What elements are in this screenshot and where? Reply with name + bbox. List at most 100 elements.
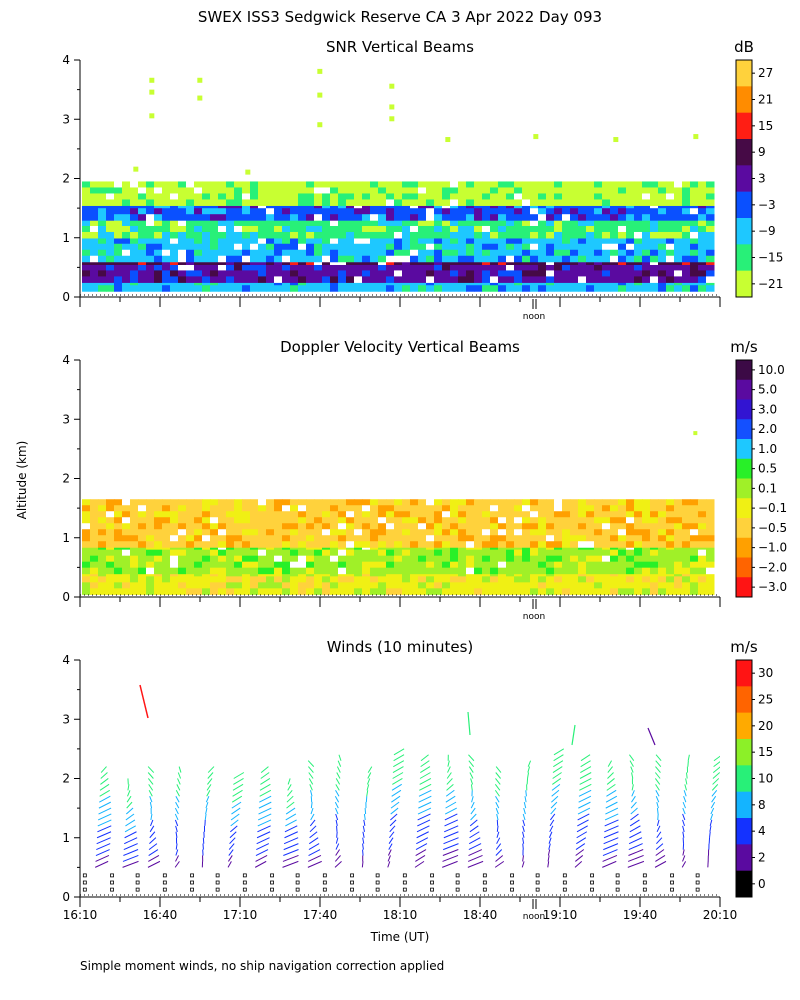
heatmap-cell — [706, 567, 715, 575]
heatmap-cell — [442, 264, 451, 271]
heatmap-cell — [322, 561, 331, 569]
heatmap-cell — [266, 505, 275, 512]
heatmap-cell — [506, 225, 515, 233]
heatmap-cell — [218, 561, 227, 569]
heatmap-cell — [674, 225, 683, 233]
heatmap-cell — [642, 264, 651, 271]
heatmap-cell — [162, 231, 171, 239]
heatmap-cell — [506, 535, 515, 542]
heatmap-cell — [378, 505, 387, 512]
heatmap-cell — [250, 285, 259, 292]
heatmap-cell — [306, 499, 315, 506]
heatmap-cell — [378, 187, 387, 194]
colorbar-segment — [736, 577, 752, 598]
heatmap-cell — [266, 285, 275, 292]
heatmap-cell — [114, 285, 123, 292]
heatmap-cell — [146, 588, 155, 595]
heatmap-cell — [226, 255, 235, 263]
heatmap-cell — [618, 529, 627, 536]
heatmap-cell — [490, 529, 499, 536]
wind-barb — [655, 843, 664, 850]
heatmap-cell — [194, 249, 203, 257]
heatmap-cell — [354, 499, 363, 506]
wind-barb — [230, 819, 239, 827]
heatmap-cell — [586, 249, 595, 257]
heatmap-cell — [290, 499, 299, 506]
heatmap-cell — [586, 285, 595, 292]
heatmap-cell — [538, 264, 547, 271]
heatmap-cell — [282, 511, 291, 518]
wind-barb — [443, 843, 459, 851]
heatmap-cell — [282, 208, 291, 215]
heatmap-cell — [322, 576, 331, 583]
heatmap-cell — [554, 243, 563, 251]
heatmap-cell — [138, 549, 147, 557]
heatmap-cell — [114, 231, 123, 239]
heatmap-cell — [370, 582, 379, 589]
heatmap-cell — [514, 270, 523, 277]
wind-barb — [147, 766, 155, 773]
heatmap-cell — [218, 567, 227, 575]
wind-barb — [283, 837, 299, 845]
heatmap-cell — [634, 561, 643, 569]
heatmap-cell — [706, 187, 715, 194]
y-tick-label: 4 — [62, 53, 70, 67]
heatmap-cell — [442, 208, 451, 215]
heatmap-cell — [314, 582, 323, 589]
heatmap-cell — [317, 68, 323, 74]
heatmap-cell — [466, 505, 475, 512]
colorbar-label: −15 — [758, 251, 783, 265]
colorbar-label: −0.5 — [758, 521, 787, 535]
heatmap-cell — [330, 576, 339, 583]
heatmap-cell — [234, 285, 243, 292]
heatmap-cell — [386, 517, 395, 524]
heatmap-cell — [338, 576, 347, 583]
heatmap-cell — [330, 588, 339, 595]
heatmap-cell — [514, 567, 523, 575]
heatmap-cell — [610, 567, 619, 575]
wind-barb — [307, 860, 322, 868]
heatmap-cell — [298, 285, 307, 292]
heatmap-cell — [98, 529, 107, 536]
heatmap-cell — [610, 499, 619, 506]
y-tick-label: 0 — [62, 290, 70, 304]
heatmap-cell — [362, 249, 371, 257]
heatmap-cell — [114, 214, 123, 221]
heatmap-cell — [202, 255, 211, 263]
heatmap-cell — [250, 541, 259, 548]
heatmap-cell — [602, 499, 611, 506]
wind-barb — [579, 783, 592, 791]
heatmap-cell — [626, 243, 635, 251]
heatmap-cell — [522, 219, 531, 227]
heatmap-cell — [130, 208, 139, 215]
heatmap-cell — [690, 181, 699, 188]
heatmap-cell — [514, 219, 523, 227]
heatmap-cell — [338, 237, 347, 245]
x-tick-label: 18:40 — [463, 908, 498, 922]
heatmap-cell — [154, 535, 163, 542]
heatmap-cell — [290, 214, 299, 221]
heatmap-cell — [346, 576, 355, 583]
heatmap-cell — [282, 231, 291, 239]
heatmap-cell — [378, 561, 387, 569]
heatmap-cell — [394, 187, 403, 194]
heatmap-cell — [658, 549, 667, 557]
heatmap-cell — [562, 208, 571, 215]
heatmap-cell — [626, 561, 635, 569]
heatmap-cell — [338, 243, 347, 251]
heatmap-cell — [530, 187, 539, 194]
heatmap-cell — [114, 276, 123, 283]
heatmap-cell — [674, 199, 683, 206]
heatmap-cell — [554, 225, 563, 233]
wind-barb — [630, 801, 637, 809]
wind-barb — [100, 778, 109, 785]
heatmap-cell — [282, 276, 291, 283]
heatmap-cell — [450, 231, 459, 239]
heatmap-cell — [554, 193, 563, 200]
heatmap-cell — [482, 576, 491, 583]
wind-barb — [176, 784, 181, 791]
heatmap-cell — [98, 181, 107, 188]
wind-barb — [655, 790, 660, 797]
heatmap-cell — [554, 255, 563, 263]
wind-barb — [602, 854, 618, 862]
